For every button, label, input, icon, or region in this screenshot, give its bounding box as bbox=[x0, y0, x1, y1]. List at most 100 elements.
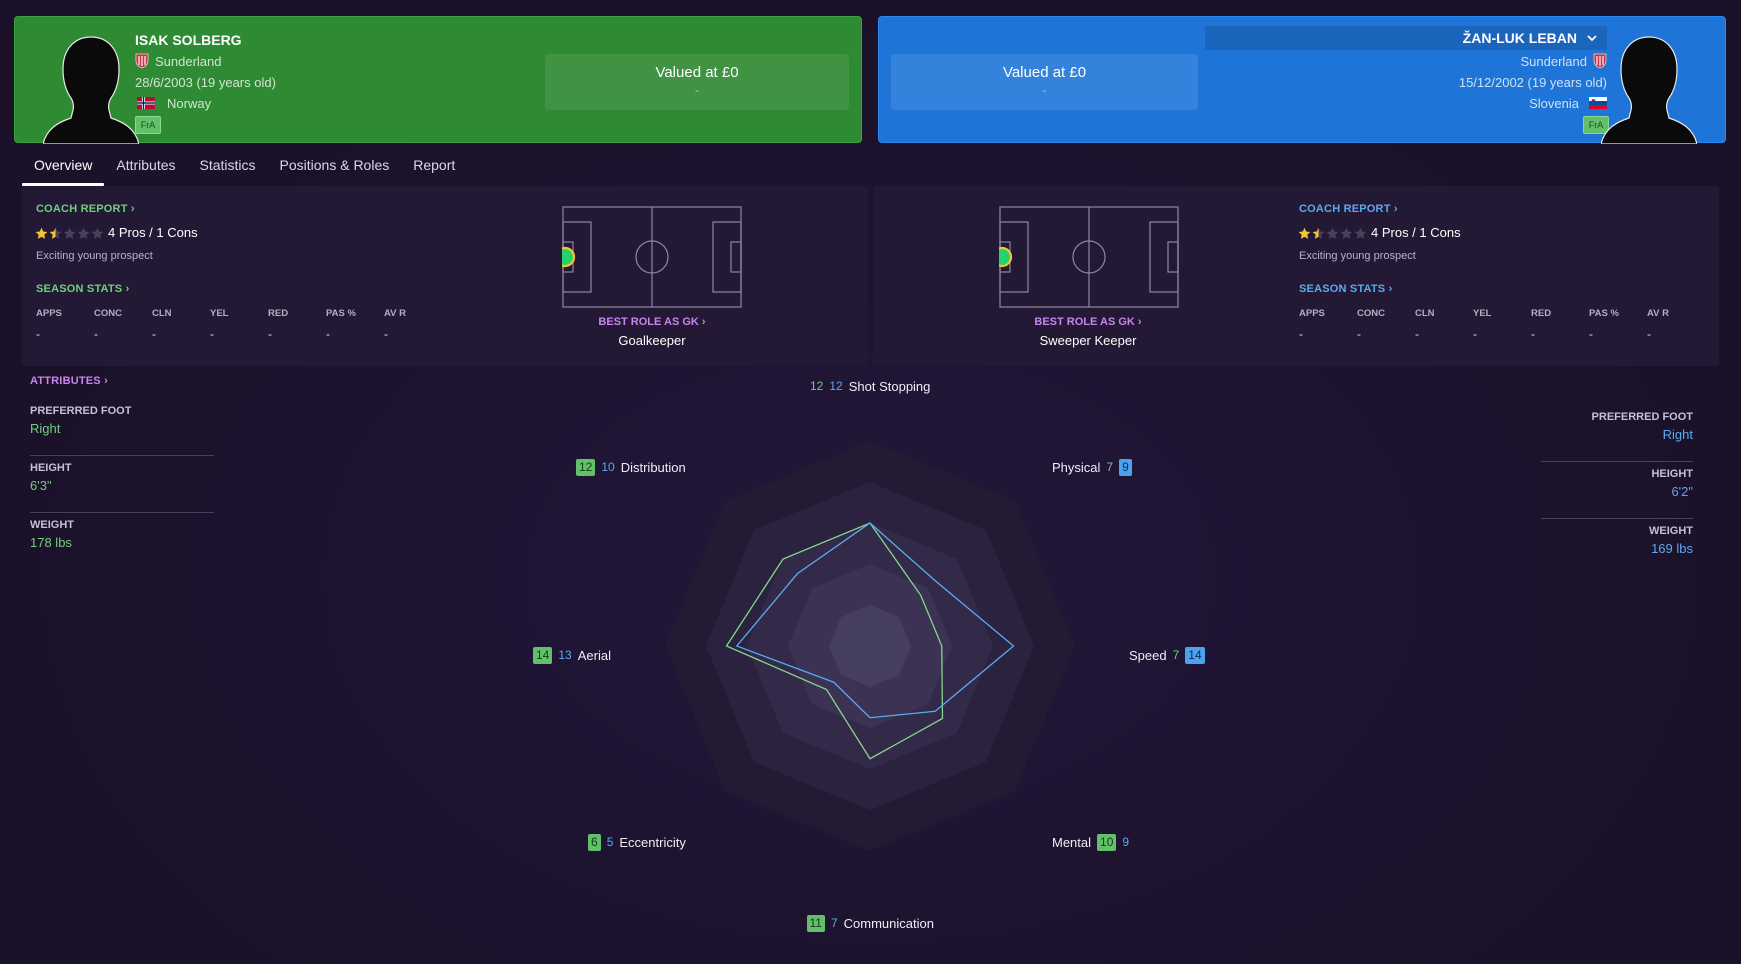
star-rating bbox=[35, 227, 104, 240]
radar-axis-label: Mental 10 9 bbox=[1052, 833, 1130, 851]
stat-header: PAS % bbox=[326, 308, 356, 319]
stat-value: - bbox=[326, 327, 330, 341]
weight-label: WEIGHT bbox=[30, 519, 74, 531]
club-badge-icon bbox=[135, 53, 149, 69]
player-card-right[interactable]: ŽAN-LUK LEBAN Valued at £0 - Sunderland … bbox=[878, 16, 1726, 144]
season-stats-link[interactable]: SEASON STATS › bbox=[36, 283, 130, 295]
right-value: 12 bbox=[829, 379, 843, 393]
radar-series-right bbox=[735, 522, 1015, 719]
right-value: 5 bbox=[606, 835, 614, 849]
left-value: 10 bbox=[1097, 833, 1117, 851]
star-rating bbox=[1298, 227, 1367, 240]
chevron-down-icon bbox=[1587, 35, 1597, 42]
right-value: 7 bbox=[830, 916, 838, 930]
player-nationality[interactable]: Norway bbox=[135, 96, 211, 111]
player-name[interactable]: ISAK SOLBERG bbox=[135, 32, 242, 48]
tab-bar: Overview Attributes Statistics Positions… bbox=[22, 152, 467, 186]
stat-header: CLN bbox=[152, 308, 172, 319]
axis-name: Eccentricity bbox=[619, 834, 686, 850]
stat-value: - bbox=[1415, 327, 1419, 341]
height-label: HEIGHT bbox=[30, 462, 72, 474]
radar-axis-label: Physical 7 9 bbox=[1052, 458, 1132, 476]
best-role: Goalkeeper bbox=[618, 333, 686, 348]
preferred-foot-label: PREFERRED FOOT bbox=[30, 405, 132, 417]
axis-name: Mental bbox=[1052, 834, 1092, 850]
radar-ring bbox=[829, 605, 911, 687]
player-card-left[interactable]: ISAK SOLBERG Sunderland 28/6/2003 (19 ye… bbox=[14, 16, 862, 144]
stat-header: CONC bbox=[1357, 308, 1385, 319]
stat-header: APPS bbox=[36, 308, 62, 319]
star-icon bbox=[1326, 227, 1339, 239]
coach-report-link[interactable]: COACH REPORT › bbox=[36, 203, 135, 215]
player-silhouette-icon bbox=[1601, 36, 1697, 144]
weight-label: WEIGHT bbox=[1649, 525, 1693, 537]
coach-report-link[interactable]: COACH REPORT › bbox=[1299, 203, 1398, 215]
tab-attributes[interactable]: Attributes bbox=[116, 157, 176, 173]
stat-value: - bbox=[1589, 327, 1593, 341]
season-stats-link[interactable]: SEASON STATS › bbox=[1299, 283, 1393, 295]
axis-name: Communication bbox=[843, 915, 934, 931]
norway-flag-icon bbox=[137, 97, 155, 109]
best-role-link[interactable]: BEST ROLE AS GK › bbox=[598, 316, 706, 328]
stat-header: AV R bbox=[1647, 308, 1669, 319]
star-icon bbox=[49, 227, 62, 239]
right-value: 13 bbox=[558, 648, 572, 662]
left-value: 14 bbox=[533, 646, 553, 664]
pitch-diagram bbox=[562, 206, 742, 308]
player-value: Valued at £0 bbox=[655, 64, 739, 81]
radar-axis-label: Speed 7 14 bbox=[1129, 646, 1205, 664]
stat-value: - bbox=[1531, 327, 1535, 341]
axis-name: Physical bbox=[1052, 459, 1101, 475]
stat-header: YEL bbox=[210, 308, 229, 319]
star-icon bbox=[63, 227, 76, 239]
player-club[interactable]: Sunderland bbox=[1521, 53, 1608, 69]
preferred-foot-value: Right bbox=[1662, 427, 1693, 442]
axis-name: Distribution bbox=[620, 459, 686, 475]
player-nationality[interactable]: Slovenia bbox=[1529, 96, 1607, 111]
stat-value: - bbox=[36, 327, 40, 341]
stat-value: - bbox=[1473, 327, 1477, 341]
radar-axis-label: 11 7 Communication bbox=[806, 914, 934, 932]
axis-name: Shot Stopping bbox=[848, 378, 931, 394]
slovenia-flag-icon bbox=[1589, 97, 1607, 109]
divider bbox=[30, 512, 214, 513]
preferred-foot-label: PREFERRED FOOT bbox=[1591, 411, 1693, 423]
tab-overview[interactable]: Overview bbox=[22, 152, 105, 186]
stat-header: CONC bbox=[94, 308, 122, 319]
attributes-link[interactable]: ATTRIBUTES › bbox=[30, 375, 108, 387]
best-role-link[interactable]: BEST ROLE AS GK › bbox=[1034, 316, 1142, 328]
tab-positions-roles[interactable]: Positions & Roles bbox=[279, 157, 390, 173]
preferred-foot-value: Right bbox=[30, 421, 61, 436]
stat-header: CLN bbox=[1415, 308, 1435, 319]
right-value: 9 bbox=[1119, 458, 1132, 476]
player-value-sub: - bbox=[695, 83, 699, 97]
star-icon bbox=[1312, 227, 1325, 239]
stat-value: - bbox=[268, 327, 272, 341]
star-icon bbox=[1340, 227, 1353, 239]
weight-value: 178 lbs bbox=[30, 535, 72, 550]
star-icon bbox=[1298, 227, 1311, 239]
divider bbox=[1541, 518, 1693, 519]
stat-value: - bbox=[1299, 327, 1303, 341]
report-description: Exciting young prospect bbox=[1299, 250, 1416, 262]
pitch-diagram bbox=[999, 206, 1179, 308]
radar-axis-label: 12 12 Shot Stopping bbox=[810, 379, 930, 394]
report-description: Exciting young prospect bbox=[36, 250, 153, 262]
right-value: 10 bbox=[601, 460, 615, 474]
left-value: 11 bbox=[806, 914, 825, 932]
stat-value: - bbox=[210, 327, 214, 341]
tab-report[interactable]: Report bbox=[413, 157, 456, 173]
weight-value: 169 lbs bbox=[1651, 541, 1693, 556]
stat-header: PAS % bbox=[1589, 308, 1619, 319]
right-value: 9 bbox=[1122, 835, 1130, 849]
tab-statistics[interactable]: Statistics bbox=[199, 157, 256, 173]
player-value-sub: - bbox=[1042, 83, 1047, 97]
pros-cons: 4 Pros / 1 Cons bbox=[108, 225, 198, 240]
height-label: HEIGHT bbox=[1651, 468, 1693, 480]
player-club[interactable]: Sunderland bbox=[135, 53, 222, 69]
left-value: 6 bbox=[588, 833, 601, 851]
axis-name: Speed bbox=[1129, 647, 1167, 663]
stat-value: - bbox=[94, 327, 98, 341]
radar-axis-label: 14 13 Aerial bbox=[533, 646, 611, 664]
player-select-dropdown[interactable]: ŽAN-LUK LEBAN bbox=[1205, 26, 1607, 50]
